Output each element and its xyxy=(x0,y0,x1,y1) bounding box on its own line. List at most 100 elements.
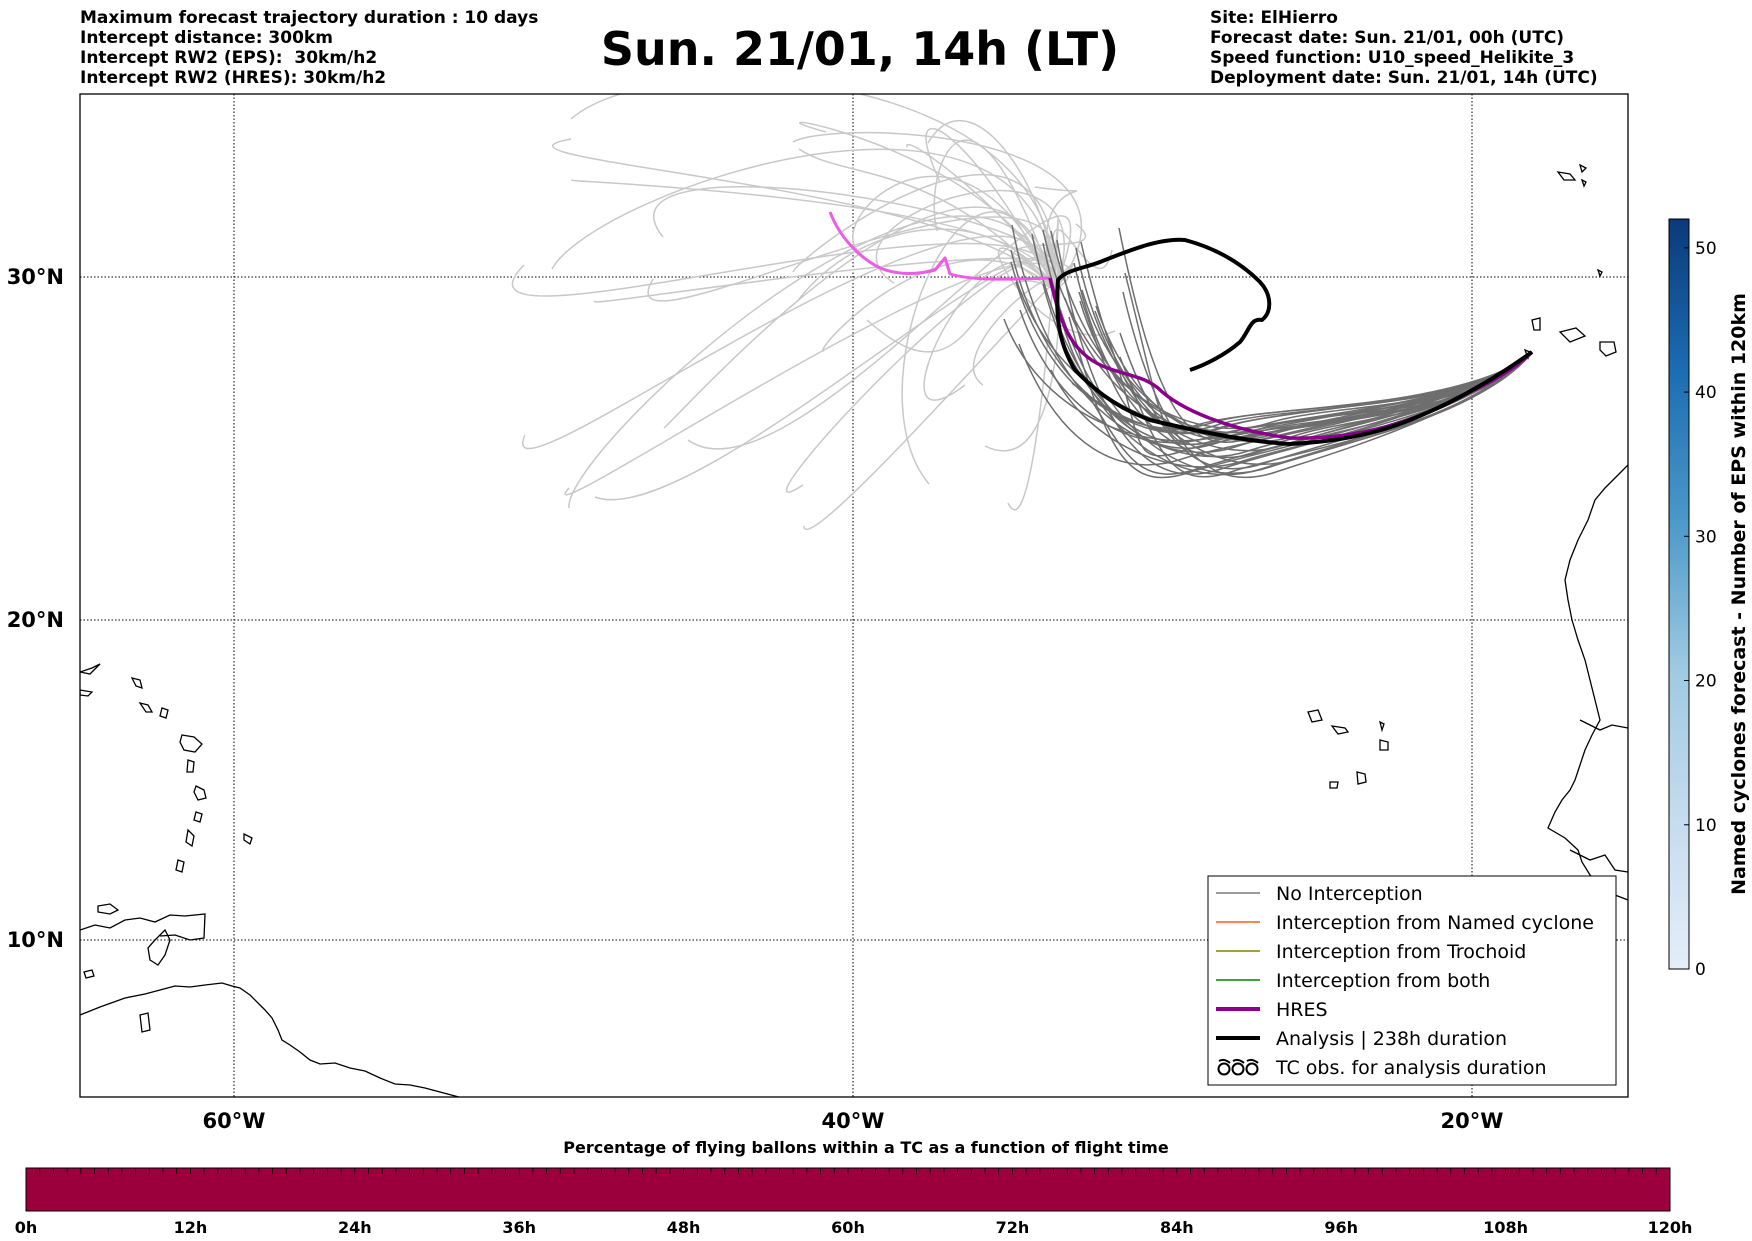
legend-label: Analysis | 238h duration xyxy=(1276,1028,1507,1050)
flight-time-bar-title: Percentage of flying ballons within a TC… xyxy=(563,1138,1169,1157)
map-frame xyxy=(79,93,1629,1098)
figure-title: Sun. 21/01, 14h (LT) xyxy=(600,22,1120,76)
eps-trajectory-light xyxy=(901,211,1056,485)
axis-labels: 30°N 20°N 10°N 60°W 40°W 20°W xyxy=(7,265,1504,1133)
island xyxy=(83,969,95,979)
lon-label-60w: 60°W xyxy=(203,1109,266,1133)
eps-trajectory-light xyxy=(1051,229,1113,291)
lat-label-10n: 10°N xyxy=(7,928,64,952)
island-cape-verde xyxy=(1379,739,1389,751)
island xyxy=(130,677,143,689)
flight-time-bar-ticks: 0h 12h 24h 36h 48h 60h 72h 84h 96h 108h 120h xyxy=(15,1218,1693,1237)
eps-trajectory-light xyxy=(925,127,1056,291)
island-madeira xyxy=(1578,163,1588,174)
island-cape-verde xyxy=(1307,709,1323,723)
colorbar-ticks: 0 10 20 30 40 50 xyxy=(1684,239,1717,980)
legend-label: Interception from Named cyclone xyxy=(1276,912,1594,934)
island xyxy=(193,785,207,801)
island xyxy=(80,689,94,697)
info-line: Intercept RW2 (EPS): 30km/h2 xyxy=(80,48,378,68)
flight-time-tick-label: 108h xyxy=(1483,1218,1528,1237)
flight-time-tick-label: 36h xyxy=(502,1218,536,1237)
colorbar-label: Named cyclones forecast - Number of EPS … xyxy=(1728,293,1750,895)
island-cape-verde xyxy=(1379,720,1385,733)
legend-box xyxy=(1207,875,1617,1086)
island-madeira xyxy=(1556,171,1577,181)
hres-forecast-track xyxy=(828,211,1051,281)
lon-label-40w: 40°W xyxy=(822,1109,885,1133)
island xyxy=(243,832,253,846)
left-info-block: Maximum forecast trajectory duration : 1… xyxy=(80,8,538,88)
colorbar-tick-label: 50 xyxy=(1695,239,1717,259)
eps-trajectory-light xyxy=(551,138,1056,291)
eps-trajectory-light xyxy=(687,215,1072,450)
flight-time-tick-label: 84h xyxy=(1160,1218,1194,1237)
graticule xyxy=(80,94,1628,1097)
info-line: Intercept RW2 (HRES): 30km/h2 xyxy=(80,68,387,88)
island xyxy=(138,701,154,713)
eps-trajectory-dark xyxy=(1078,291,1533,432)
info-line: Intercept distance: 300km xyxy=(80,28,333,48)
lat-label-20n: 20°N xyxy=(7,608,64,632)
eps-trajectory-light xyxy=(803,263,1074,530)
right-info-block: Site: ElHierro Forecast date: Sun. 21/01… xyxy=(1210,8,1598,88)
island xyxy=(179,734,203,753)
flight-time-bar-minor-ticks xyxy=(39,1168,1657,1174)
lon-label-20w: 20°W xyxy=(1441,1109,1504,1133)
eps-trajectory-light xyxy=(875,189,1065,291)
colorbar-right: 0 10 20 30 40 50 Named cyclones forecast - Nu… xyxy=(1668,218,1750,980)
eps-trajectory-light xyxy=(1007,219,1059,511)
island-canary xyxy=(1531,317,1541,331)
eps-trajectory-light xyxy=(511,242,1056,297)
island-madeira xyxy=(1580,178,1587,188)
eps-trajectory-light xyxy=(570,94,1056,291)
island-canary xyxy=(1599,341,1617,357)
island xyxy=(97,903,120,915)
flight-time-tick-label: 0h xyxy=(15,1218,38,1237)
eps-trajectory-light xyxy=(663,206,1056,429)
coastlines xyxy=(80,163,1628,1097)
flight-time-tick-label: 12h xyxy=(174,1218,208,1237)
tc-symbol-icon xyxy=(1217,1058,1259,1076)
info-line: Maximum forecast trajectory duration : 1… xyxy=(80,8,539,28)
coastline-south-america xyxy=(80,982,462,1097)
legend-label: Interception from Trochoid xyxy=(1276,941,1526,963)
coastline-caribbean-coast xyxy=(80,913,206,941)
flight-time-bar-fill xyxy=(25,1167,1671,1212)
island xyxy=(80,663,101,675)
island xyxy=(139,1012,151,1033)
eps-trajectory-dark xyxy=(1010,249,1533,435)
eps-trajectory-light xyxy=(551,148,1056,291)
eps-trajectory-light xyxy=(594,257,1071,303)
eps-trajectory-dark xyxy=(1108,351,1533,474)
legend-label: TC obs. for analysis duration xyxy=(1275,1057,1547,1079)
island-cape-verde xyxy=(1329,781,1339,789)
island-cape-verde xyxy=(1330,725,1350,735)
analysis-track xyxy=(1055,237,1534,446)
eps-trajectory-light xyxy=(568,215,1056,509)
flight-time-tick-label: 96h xyxy=(1324,1218,1358,1237)
legend-label: Interception from both xyxy=(1276,970,1490,992)
flight-time-tick-label: 72h xyxy=(996,1218,1030,1237)
legend-label: HRES xyxy=(1276,999,1328,1021)
flight-time-tick-label: 120h xyxy=(1648,1218,1693,1237)
flight-time-tick-label: 48h xyxy=(667,1218,701,1237)
colorbar-tick-label: 10 xyxy=(1695,816,1717,836)
legend: No Interception Interception from Named c… xyxy=(1207,875,1617,1086)
flight-time-bar: Percentage of flying ballons within a TC… xyxy=(15,1138,1693,1237)
eps-trajectory-light xyxy=(997,247,1116,336)
info-line: Site: ElHierro xyxy=(1210,8,1338,28)
island-cape-verde xyxy=(1356,771,1367,785)
coastline-africa-north xyxy=(1569,849,1628,873)
coastline-trinidad-venezuela xyxy=(147,928,171,966)
island xyxy=(159,707,169,719)
eps-trajectory-dark xyxy=(1015,281,1533,430)
island xyxy=(193,811,203,823)
colorbar-gradient xyxy=(1668,218,1690,970)
lat-label-30n: 30°N xyxy=(7,265,64,289)
eps-trajectories-light xyxy=(511,94,1116,530)
eps-trajectory-light xyxy=(522,235,1056,450)
island-small xyxy=(1596,268,1603,278)
eps-trajectory-light xyxy=(792,131,1083,291)
